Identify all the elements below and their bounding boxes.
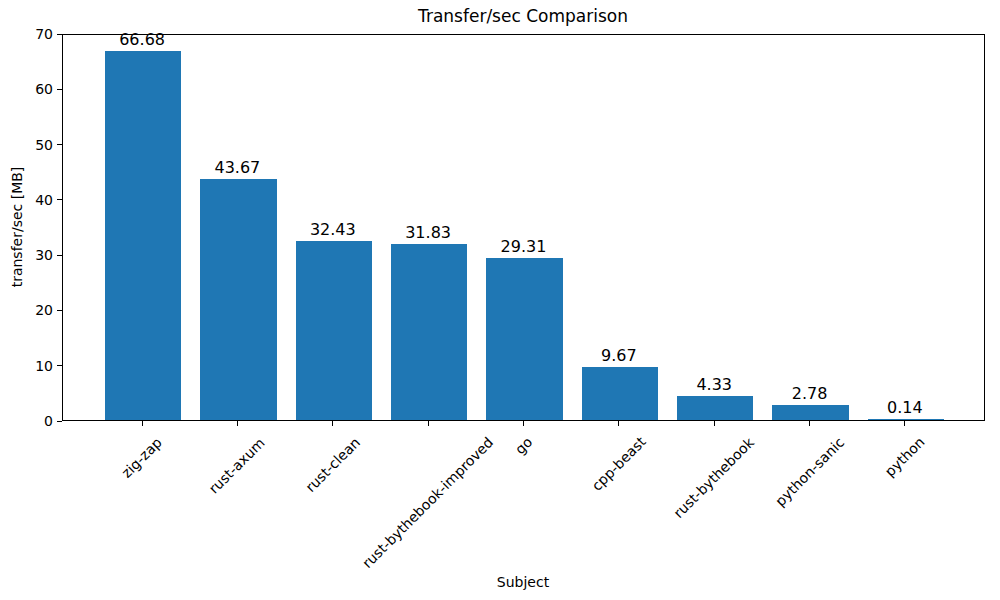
bar	[105, 51, 181, 420]
x-tick-label: rust-clean	[302, 434, 364, 496]
bar	[200, 179, 276, 420]
x-tick-label: rust-axum	[206, 434, 269, 497]
bar-value-label: 43.67	[214, 159, 260, 177]
x-tick-mark	[332, 421, 333, 426]
x-tick-label: rust-bythebook	[670, 434, 758, 522]
x-tick-label: rust-bythebook-improved	[359, 434, 497, 572]
y-tick-mark	[57, 89, 62, 90]
x-tick-label: python-sanic	[772, 434, 848, 510]
bar-value-label: 0.14	[887, 399, 923, 417]
y-tick-mark	[57, 365, 62, 366]
x-tick-mark	[142, 421, 143, 426]
bar	[391, 244, 467, 420]
y-tick-label: 0	[0, 412, 53, 430]
y-tick-label: 60	[0, 80, 53, 98]
bar	[868, 419, 944, 420]
y-tick-mark	[57, 199, 62, 200]
x-tick-mark	[904, 421, 905, 426]
x-tick-mark	[714, 421, 715, 426]
bar-value-label: 66.68	[119, 31, 165, 49]
y-tick-label: 40	[0, 191, 53, 209]
x-tick-mark	[237, 421, 238, 426]
y-tick-label: 20	[0, 301, 53, 319]
bar	[582, 367, 658, 420]
y-axis-label: transfer/sec [MB]	[9, 167, 25, 288]
x-tick-label: zig-zap	[118, 434, 165, 481]
y-tick-label: 70	[0, 25, 53, 43]
x-tick-mark	[618, 421, 619, 426]
y-tick-mark	[57, 34, 62, 35]
y-tick-label: 30	[0, 246, 53, 264]
x-tick-mark	[809, 421, 810, 426]
x-tick-label: cpp-beast	[588, 434, 649, 495]
bar	[486, 258, 562, 420]
y-tick-mark	[57, 310, 62, 311]
chart-title: Transfer/sec Comparison	[418, 6, 628, 26]
x-tick-mark	[428, 421, 429, 426]
y-tick-mark	[57, 421, 62, 422]
x-tick-mark	[523, 421, 524, 426]
bar-value-label: 31.83	[405, 224, 451, 242]
y-tick-label: 10	[0, 357, 53, 375]
bar	[296, 241, 372, 420]
bar-value-label: 32.43	[310, 221, 356, 239]
bar	[677, 396, 753, 420]
bar-value-label: 2.78	[792, 385, 828, 403]
y-tick-mark	[57, 255, 62, 256]
x-axis-label: Subject	[497, 574, 549, 590]
bar-value-label: 29.31	[501, 238, 547, 256]
plot-area	[62, 34, 985, 421]
bar-chart-figure: Transfer/sec Comparison transfer/sec [MB…	[0, 0, 1000, 600]
bar-value-label: 4.33	[696, 376, 732, 394]
x-tick-label: go	[511, 434, 535, 458]
y-tick-mark	[57, 144, 62, 145]
y-tick-label: 50	[0, 136, 53, 154]
bar-value-label: 9.67	[601, 347, 637, 365]
bar	[772, 405, 848, 420]
x-tick-label: python	[882, 434, 929, 481]
